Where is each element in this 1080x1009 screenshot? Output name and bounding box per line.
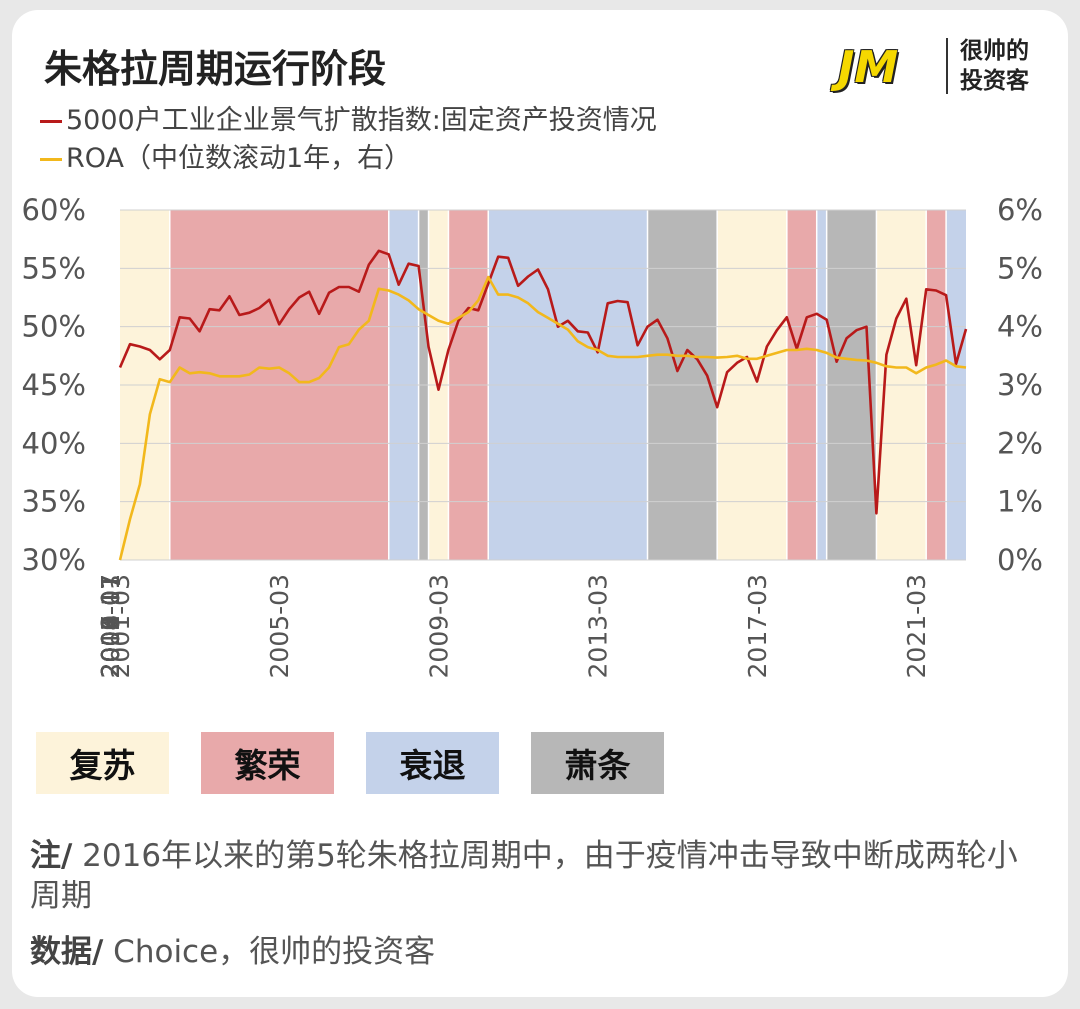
footnote-prefix: 注/ (30, 838, 73, 874)
y-left-tick-label: 50% (22, 310, 86, 344)
phase-legend-depression: 萧条 (531, 732, 664, 794)
series-line-fixed-asset-index (118, 249, 968, 515)
y-right-tick-label: 2% (997, 426, 1043, 460)
footnote-text: 2016年以来的第5轮朱格拉周期中，由于疫情冲击导致中断成两轮小周期 (30, 838, 1018, 914)
x-tick-label: 2019-11 (96, 574, 125, 678)
series-legend: 5000户工业企业景气扩散指数:固定资产投资情况 ROA（中位数滚动1年，右） (40, 102, 657, 178)
x-tick-label: 2002-07 (96, 574, 125, 678)
logo-line-1: 很帅的 (960, 38, 1029, 64)
y-left-tick-label: 60% (22, 193, 86, 227)
source-prefix: 数据/ (30, 934, 104, 970)
logo-text: 很帅的 投资客 (960, 36, 1029, 96)
x-tick-label: 2013-03 (584, 574, 613, 678)
legend-swatch-yellow (40, 157, 62, 161)
phase-legend-recession: 衰退 (366, 732, 499, 794)
legend-label: 5000户工业企业景气扩散指数:固定资产投资情况 (66, 105, 657, 136)
phase-legend-recovery: 复苏 (36, 732, 169, 794)
brand-logo: JM 很帅的 投资客 (838, 34, 1058, 104)
x-tick-label: 2009-03 (424, 574, 453, 678)
footnote: 注/ 2016年以来的第5轮朱格拉周期中，由于疫情冲击导致中断成两轮小周期 (30, 836, 1030, 916)
logo-line-2: 投资客 (960, 68, 1029, 94)
logo-mark-icon: JM (838, 42, 899, 93)
series-line-roa (118, 275, 967, 561)
x-tick-label: 2005-03 (265, 574, 294, 678)
x-tick-label: 2018-07 (96, 574, 125, 678)
x-tick-label: 2021-03 (902, 574, 931, 678)
x-tick-label: 2006-07 (96, 574, 125, 678)
y-left-tick-label: 40% (22, 426, 86, 460)
x-tick-label: 2001-03 (106, 574, 135, 678)
y-left-tick-label: 30% (22, 543, 86, 577)
y-left-tick-label: 45% (22, 368, 86, 402)
y-left-tick-label: 55% (22, 251, 86, 285)
legend-item-fixed-asset-index: 5000户工业企业景气扩散指数:固定资产投资情况 (40, 102, 657, 140)
x-tick-label: 2015-11 (96, 574, 125, 678)
y-right-tick-label: 1% (997, 485, 1043, 519)
y-right-tick-label: 5% (997, 251, 1043, 285)
phase-legend-prosperity: 繁荣 (201, 732, 334, 794)
y-right-tick-label: 4% (997, 310, 1043, 344)
data-source: 数据/ Choice，很帅的投资客 (30, 932, 435, 972)
x-tick-label: 2014-07 (96, 574, 125, 678)
y-right-tick-label: 0% (997, 543, 1043, 577)
x-tick-label: 2017-03 (743, 574, 772, 678)
legend-item-roa: ROA（中位数滚动1年，右） (40, 140, 657, 178)
x-tick-label: 2007-11 (96, 574, 125, 678)
y-right-tick-label: 6% (997, 193, 1043, 227)
x-tick-label: 2003-11 (96, 574, 125, 678)
y-right-tick-label: 3% (997, 368, 1043, 402)
x-tick-label: 2010-07 (96, 574, 125, 678)
legend-label: ROA（中位数滚动1年，右） (66, 143, 412, 174)
legend-swatch-red (40, 119, 62, 123)
logo-divider (946, 38, 948, 94)
y-left-tick-label: 35% (22, 485, 86, 519)
x-tick-label: 2011-11 (96, 574, 125, 678)
source-text: Choice，很帅的投资客 (103, 934, 436, 970)
chart-title: 朱格拉周期运行阶段 (44, 47, 387, 91)
